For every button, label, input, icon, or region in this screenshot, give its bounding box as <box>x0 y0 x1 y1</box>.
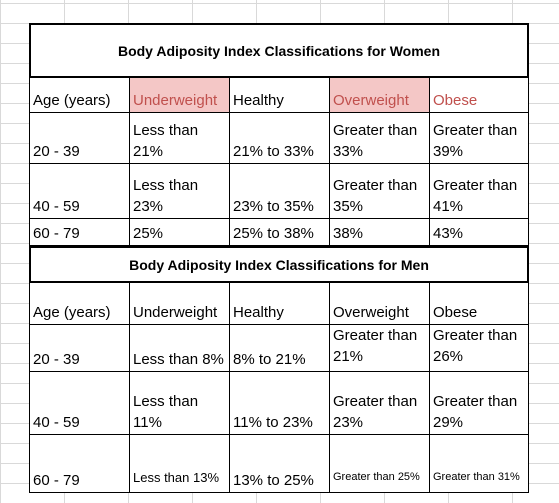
women-row1-underweight[interactable]: Less than 21% <box>130 113 230 164</box>
men-row1-obese[interactable]: Greater than 26% <box>430 325 529 372</box>
women-row2-overweight[interactable]: Greater than 35% <box>330 164 430 219</box>
men-row2-age[interactable]: 40 - 59 <box>29 372 130 435</box>
women-row1-healthy[interactable]: 21% to 33% <box>230 113 330 164</box>
women-row3-healthy[interactable]: 25% to 38% <box>230 219 330 246</box>
men-row1-age[interactable]: 20 - 39 <box>29 325 130 372</box>
women-header-healthy[interactable]: Healthy <box>230 78 330 113</box>
women-table-title[interactable]: Body Adiposity Index Classifications for… <box>29 23 529 78</box>
women-row3-underweight[interactable]: 25% <box>130 219 230 246</box>
women-header-age[interactable]: Age (years) <box>29 78 130 113</box>
women-header-overweight[interactable]: Overweight <box>330 78 430 113</box>
men-row3-healthy[interactable]: 13% to 25% <box>230 435 330 493</box>
women-header-obese[interactable]: Obese <box>430 78 529 113</box>
women-row3-age[interactable]: 60 - 79 <box>29 219 130 246</box>
men-row3-obese[interactable]: Greater than 31% <box>430 435 529 493</box>
women-row1-obese[interactable]: Greater than 39% <box>430 113 529 164</box>
men-header-overweight[interactable]: Overweight <box>330 283 430 325</box>
men-row2-healthy[interactable]: 11% to 23% <box>230 372 330 435</box>
men-header-underweight[interactable]: Underweight <box>130 283 230 325</box>
men-row1-overweight[interactable]: Greater than 21% <box>330 325 430 372</box>
women-row2-obese[interactable]: Greater than 41% <box>430 164 529 219</box>
men-row3-age[interactable]: 60 - 79 <box>29 435 130 493</box>
women-row1-age[interactable]: 20 - 39 <box>29 113 130 164</box>
men-row1-underweight[interactable]: Less than 8% <box>130 325 230 372</box>
bai-tables: Body Adiposity Index Classifications for… <box>29 23 529 503</box>
women-row1-overweight[interactable]: Greater than 33% <box>330 113 430 164</box>
women-row3-obese[interactable]: 43% <box>430 219 529 246</box>
men-row1-healthy[interactable]: 8% to 21% <box>230 325 330 372</box>
women-row2-age[interactable]: 40 - 59 <box>29 164 130 219</box>
women-row3-overweight[interactable]: 38% <box>330 219 430 246</box>
men-table-title[interactable]: Body Adiposity Index Classifications for… <box>29 246 529 283</box>
men-header-obese[interactable]: Obese <box>430 283 529 325</box>
women-row2-underweight[interactable]: Less than 23% <box>130 164 230 219</box>
women-header-underweight[interactable]: Underweight <box>130 78 230 113</box>
men-header-healthy[interactable]: Healthy <box>230 283 330 325</box>
women-row2-healthy[interactable]: 23% to 35% <box>230 164 330 219</box>
men-row2-underweight[interactable]: Less than 11% <box>130 372 230 435</box>
men-row3-overweight[interactable]: Greater than 25% <box>330 435 430 493</box>
men-row3-underweight[interactable]: Less than 13% <box>130 435 230 493</box>
men-header-age[interactable]: Age (years) <box>29 283 130 325</box>
men-row2-obese[interactable]: Greater than 29% <box>430 372 529 435</box>
men-row2-overweight[interactable]: Greater than 23% <box>330 372 430 435</box>
